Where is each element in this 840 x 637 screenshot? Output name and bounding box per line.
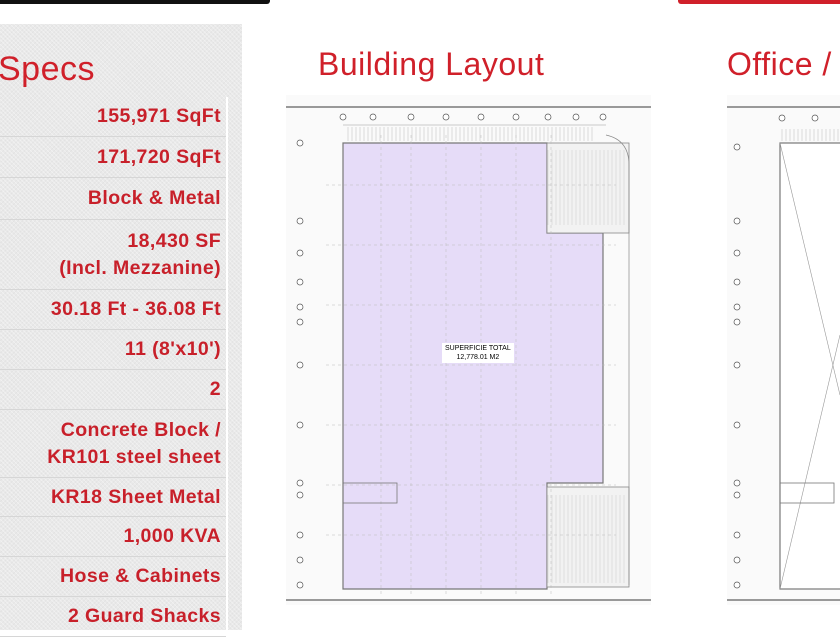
grid-bubble xyxy=(733,581,741,589)
grid-bubble xyxy=(733,556,741,564)
grid-bubble xyxy=(733,217,741,225)
grid-bubble xyxy=(296,479,304,487)
spec-row: 2 Guard Shacks xyxy=(0,597,226,637)
diagonal xyxy=(779,142,840,396)
spec-value: 171,720 SqFt xyxy=(96,145,221,168)
grid-bubble xyxy=(733,143,741,151)
spec-value: 1,000 KVA xyxy=(123,525,221,547)
grid-bubble xyxy=(477,113,485,121)
grid-bubble xyxy=(296,303,304,311)
grid-bubble xyxy=(544,113,552,121)
diagonal xyxy=(779,334,840,590)
office-outline xyxy=(779,142,840,590)
grid-bubble xyxy=(296,531,304,539)
top-nav-active-indicator xyxy=(678,0,840,4)
specs-table: 155,971 SqFt 171,720 SqFt Block & Metal 18,… xyxy=(0,97,228,637)
building-layout-title: Building Layout xyxy=(318,46,545,82)
grid-bubble xyxy=(296,278,304,286)
building-layout-plan[interactable]: SUPERFICIE TOTAL 12,778.01 M2 xyxy=(286,95,651,605)
spec-value: Hose & Cabinets xyxy=(60,565,221,587)
spec-value: 155,971 SqFt xyxy=(96,105,221,127)
guard-room xyxy=(342,482,398,504)
site-boundary xyxy=(605,134,630,585)
grid-bubble xyxy=(296,217,304,225)
spec-value: 2 xyxy=(209,378,221,400)
spec-row: 2 xyxy=(0,370,226,410)
total-area-label: SUPERFICIE TOTAL 12,778.01 M2 xyxy=(442,343,514,363)
spec-value: Block & Metal xyxy=(87,187,221,209)
grid-bubble xyxy=(572,113,580,121)
spec-row: 155,971 SqFt xyxy=(0,97,226,137)
spec-value: KR18 Sheet Metal xyxy=(50,485,221,508)
spec-value: Concrete Block / KR101 steel sheet xyxy=(47,418,221,468)
spec-row: Concrete Block / KR101 steel sheet xyxy=(0,410,226,478)
grid-bubble xyxy=(733,491,741,499)
grid-bubble xyxy=(296,556,304,564)
spec-value: 11 (8'x10') xyxy=(124,338,221,360)
spec-value: 18,430 SF (Incl. Mezzanine) xyxy=(59,229,221,279)
grid-bubble xyxy=(733,479,741,487)
grid-bubble xyxy=(733,531,741,539)
top-nav-bar xyxy=(0,0,270,4)
grid-bubble xyxy=(733,421,741,429)
grid-bubble xyxy=(296,491,304,499)
grid-bubble xyxy=(407,113,415,121)
spec-row: 30.18 Ft - 36.08 Ft xyxy=(0,290,226,330)
spec-value: 2 Guard Shacks xyxy=(67,605,221,627)
total-area-label-title: SUPERFICIE TOTAL xyxy=(445,345,511,352)
grid-bubble xyxy=(733,249,741,257)
spec-row: KR18 Sheet Metal xyxy=(0,478,226,517)
grid-bubble xyxy=(512,113,520,121)
grid-bubble xyxy=(733,318,741,326)
grid-bubble xyxy=(599,113,607,121)
grid-bubble xyxy=(369,113,377,121)
spec-row: 171,720 SqFt xyxy=(0,137,226,178)
grid-bubble xyxy=(296,318,304,326)
grid-bubble xyxy=(296,139,304,147)
spec-row: 18,430 SF (Incl. Mezzanine) xyxy=(0,220,226,290)
grid-bubble xyxy=(339,113,347,121)
grid-bubble xyxy=(442,113,450,121)
grid-bubble xyxy=(733,303,741,311)
spec-value: 30.18 Ft - 36.08 Ft xyxy=(50,298,221,320)
grid-bubble xyxy=(811,114,819,122)
office-plan[interactable] xyxy=(727,95,840,605)
grid-bubble xyxy=(733,278,741,286)
grid-bubble xyxy=(733,361,741,369)
total-area-label-value: 12,778.01 M2 xyxy=(456,354,500,361)
office-title: Office / xyxy=(727,46,832,82)
floor-plan-drawing xyxy=(286,106,651,601)
spec-row: Hose & Cabinets xyxy=(0,557,226,597)
grid-bubble xyxy=(296,581,304,589)
grid-bubble xyxy=(778,114,786,122)
guard-room xyxy=(779,482,835,504)
specs-panel: Specs 155,971 SqFt 171,720 SqFt Block & Me… xyxy=(0,24,242,637)
grid-bubble xyxy=(296,421,304,429)
office-plan-drawing xyxy=(727,106,840,601)
grid-bubble xyxy=(296,361,304,369)
spec-row: Block & Metal xyxy=(0,178,226,220)
spec-row: 11 (8'x10') xyxy=(0,330,226,370)
spec-row: 1,000 KVA xyxy=(0,517,226,557)
specs-title: Specs xyxy=(0,50,95,88)
grid-bubble xyxy=(296,249,304,257)
